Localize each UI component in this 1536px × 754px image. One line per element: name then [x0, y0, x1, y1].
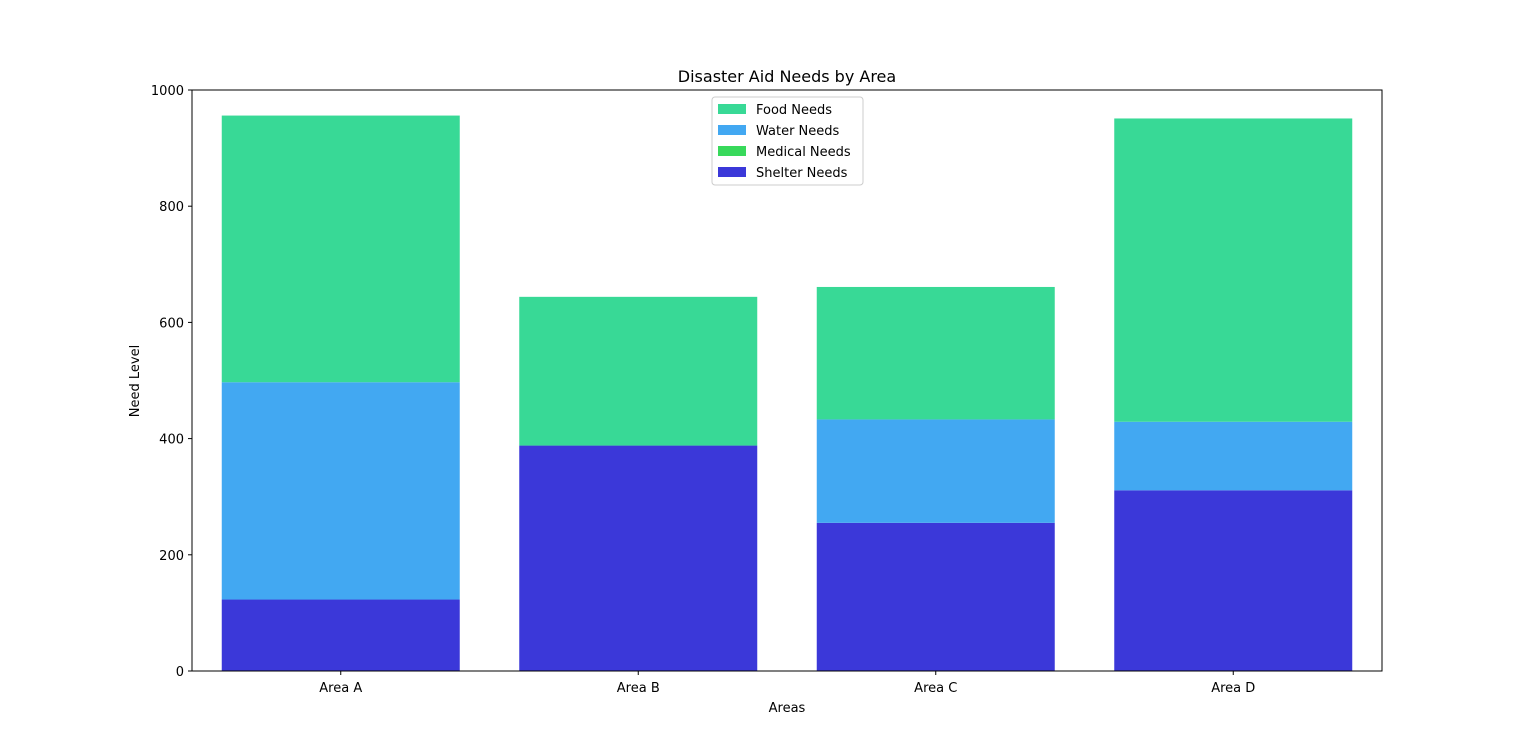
y-tick-label: 800: [159, 200, 184, 215]
x-tick-label: Area B: [617, 681, 660, 696]
y-tick-label: 0: [176, 665, 184, 680]
bar-water-needs-area-d: [1114, 421, 1353, 491]
bar-water-needs-area-c: [816, 419, 1055, 523]
legend-swatch: [718, 104, 746, 114]
legend-swatch: [718, 125, 746, 135]
bar-water-needs-area-a: [221, 382, 460, 600]
bar-food-needs-area-c: [816, 286, 1055, 420]
x-tick-label: Area D: [1211, 681, 1255, 696]
legend-frame: [711, 96, 864, 186]
y-tick-label: 400: [159, 433, 184, 448]
bar-food-needs-area-a: [221, 115, 460, 383]
plot-frame: [191, 89, 1383, 672]
x-tick-label: Area A: [319, 681, 362, 696]
x-axis: Area A Area B Area C Area D: [319, 671, 1255, 696]
y-tick-label: 200: [159, 549, 184, 564]
bar-shelter-needs-area-a: [221, 599, 460, 671]
bar-shelter-needs-area-b: [519, 445, 758, 671]
legend-label: Food Needs: [756, 103, 832, 118]
y-tick-label: 600: [159, 316, 184, 331]
bar-shelter-needs-area-d: [1114, 490, 1353, 671]
y-axis-label: Need Level: [128, 345, 143, 417]
x-axis-label: Areas: [769, 701, 806, 716]
legend-swatch: [718, 167, 746, 177]
legend-label: Medical Needs: [756, 145, 851, 160]
y-axis: 0 200 400 600 800 1000: [151, 84, 192, 680]
bar-food-needs-area-d: [1114, 118, 1353, 422]
bars-layer: [221, 115, 1353, 671]
x-tick-label: Area C: [914, 681, 957, 696]
legend-swatch: [718, 146, 746, 156]
chart-title: Disaster Aid Needs by Area: [678, 67, 896, 86]
legend: Food Needs Water Needs Medical Needs Shelte…: [711, 96, 864, 186]
bar-food-needs-area-b: [519, 296, 758, 446]
y-tick-label: 1000: [151, 84, 184, 99]
bar-shelter-needs-area-c: [816, 522, 1055, 671]
legend-label: Shelter Needs: [756, 166, 848, 181]
legend-label: Water Needs: [756, 124, 840, 139]
